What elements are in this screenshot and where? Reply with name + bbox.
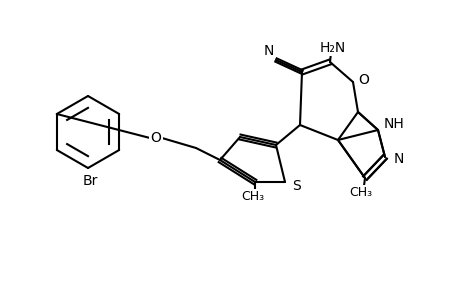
Text: N: N	[263, 44, 274, 58]
Text: O: O	[358, 73, 369, 87]
Text: CH₃: CH₃	[241, 190, 264, 202]
Text: H₂N: H₂N	[319, 41, 345, 55]
Text: NH: NH	[383, 117, 403, 131]
Text: S: S	[292, 179, 301, 193]
Text: O: O	[150, 131, 161, 145]
Text: N: N	[393, 152, 403, 166]
Text: Br: Br	[82, 174, 97, 188]
Text: CH₃: CH₃	[349, 185, 372, 199]
